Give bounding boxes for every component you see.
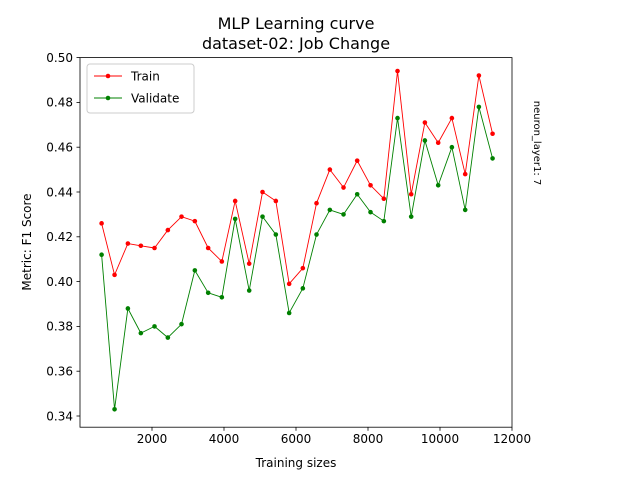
data-point-train xyxy=(112,272,117,278)
data-point-validate xyxy=(286,310,292,316)
data-point-validate xyxy=(381,218,387,224)
data-point-train xyxy=(300,265,306,271)
x-axis-ticks: 2000 4000 6000 8000 10000 12000 xyxy=(137,427,531,446)
data-point-train xyxy=(395,68,400,74)
data-point-train xyxy=(205,245,211,251)
data-point-train xyxy=(232,198,238,204)
data-point-validate xyxy=(435,182,441,188)
y-axis-label: Metric: F1 Score xyxy=(20,193,34,290)
y-tick-label: 0.40 xyxy=(46,275,73,289)
data-point-train xyxy=(490,131,495,137)
data-point-train xyxy=(408,191,414,197)
data-point-train xyxy=(476,73,482,78)
data-point-validate xyxy=(112,406,117,412)
chart-title: MLP Learning curve xyxy=(218,14,375,33)
x-tick-label: 4000 xyxy=(209,432,240,446)
data-point-validate xyxy=(219,294,225,300)
x-tick-label: 6000 xyxy=(281,432,312,446)
data-point-train xyxy=(125,241,131,246)
y-tick-label: 0.44 xyxy=(46,185,73,199)
data-point-validate xyxy=(354,191,360,197)
data-point-train xyxy=(138,243,144,249)
y-tick-label: 0.50 xyxy=(46,51,73,65)
y-tick-label: 0.48 xyxy=(46,96,73,110)
data-point-train xyxy=(341,185,346,190)
x-tick-label: 10000 xyxy=(421,432,459,446)
data-point-train xyxy=(152,245,157,251)
y-tick-label: 0.34 xyxy=(46,409,73,423)
series-line-train xyxy=(101,70,493,285)
data-point-validate xyxy=(395,115,400,121)
x-tick-label: 12000 xyxy=(493,432,531,446)
data-point-validate xyxy=(490,156,495,161)
y-tick-label: 0.36 xyxy=(46,365,73,379)
data-point-train xyxy=(179,214,184,219)
data-point-validate xyxy=(341,212,346,217)
y-tick-label: 0.42 xyxy=(46,230,73,244)
legend-validate-marker xyxy=(105,95,111,101)
data-point-train xyxy=(368,182,373,188)
data-point-validate xyxy=(260,214,265,219)
data-point-validate xyxy=(300,286,306,291)
data-point-validate xyxy=(192,268,198,273)
data-point-train xyxy=(354,158,360,163)
y-axis-ticks: 0.34 0.36 0.38 0.40 0.42 0.44 0.46 0.48 0.50 xyxy=(46,51,80,423)
data-point-train xyxy=(260,189,265,195)
data-point-validate xyxy=(232,216,238,222)
data-point-train xyxy=(246,261,252,266)
data-point-train xyxy=(449,115,455,121)
data-point-train xyxy=(462,171,468,177)
y-tick-label: 0.46 xyxy=(46,141,73,155)
data-point-validate xyxy=(152,324,157,329)
data-point-train xyxy=(422,120,428,125)
data-point-validate xyxy=(422,138,428,143)
data-point-validate xyxy=(368,209,373,215)
data-point-train xyxy=(435,140,441,146)
data-point-validate xyxy=(476,104,482,110)
legend: Train Validate xyxy=(86,63,195,114)
x-axis-label: Training sizes xyxy=(255,456,337,470)
data-point-train xyxy=(327,167,333,172)
data-point-validate xyxy=(273,232,279,237)
legend-train-label: Train xyxy=(130,70,160,84)
legend-train-marker xyxy=(105,73,111,79)
data-point-validate xyxy=(179,321,184,327)
data-point-validate xyxy=(408,214,414,219)
side-label: neuron_layer1: 7 xyxy=(531,101,542,186)
data-point-train xyxy=(273,198,279,204)
data-point-train xyxy=(192,218,198,224)
plot-area xyxy=(79,57,513,428)
series-layer xyxy=(99,68,495,412)
data-point-validate xyxy=(138,330,144,336)
data-point-validate xyxy=(246,288,252,293)
data-point-validate xyxy=(99,252,104,258)
data-point-train xyxy=(381,196,387,202)
data-point-train xyxy=(286,281,292,287)
x-tick-label: 8000 xyxy=(353,432,384,446)
data-point-validate xyxy=(205,290,211,296)
legend-validate-label: Validate xyxy=(131,92,179,106)
data-point-validate xyxy=(314,232,319,237)
chart-subtitle: dataset-02: Job Change xyxy=(202,34,390,53)
data-point-train xyxy=(165,227,171,233)
data-point-validate xyxy=(462,207,468,213)
y-tick-label: 0.38 xyxy=(46,320,73,334)
data-point-validate xyxy=(449,144,455,150)
x-tick-label: 2000 xyxy=(137,432,168,446)
series-line-validate xyxy=(101,106,493,410)
data-point-validate xyxy=(125,306,131,311)
data-point-validate xyxy=(327,207,333,213)
data-point-train xyxy=(99,221,104,226)
data-point-train xyxy=(314,200,319,206)
data-point-train xyxy=(219,259,225,264)
data-point-validate xyxy=(165,335,171,340)
